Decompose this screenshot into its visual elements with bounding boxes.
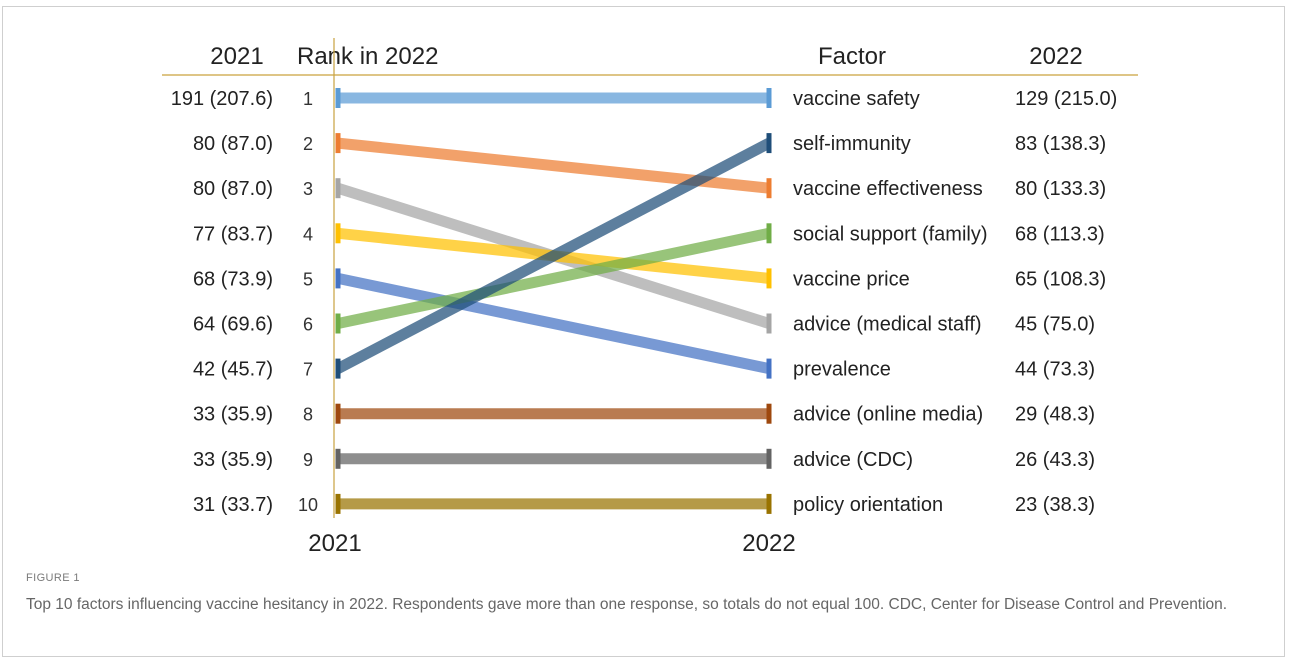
marker-2022-prevalence	[766, 358, 772, 379]
marker-2022-vaccine-safety	[766, 88, 772, 108]
marker-2022-policy-orientation	[766, 493, 772, 514]
value-2021-label: 77 (83.7)	[193, 223, 273, 245]
figure-label: FIGURE 1	[26, 572, 80, 584]
marker-2021-vaccine-effectiveness	[335, 133, 341, 154]
value-2022-label: 80 (133.3)	[1015, 178, 1106, 200]
value-2021-label: 33 (35.9)	[193, 449, 273, 471]
value-2021-label: 191 (207.6)	[171, 88, 273, 110]
marker-2022-vaccine-price	[766, 268, 772, 289]
factor-label: vaccine price	[793, 268, 910, 290]
marker-2022-vaccine-effectiveness	[766, 178, 772, 199]
marker-2022-advice-medical-staff	[766, 313, 772, 334]
rank-label: 2	[303, 134, 313, 154]
value-2021-label: 64 (69.6)	[193, 314, 273, 336]
series-line-prevalence	[336, 273, 771, 374]
factor-labels: vaccine safety self-immunity vaccine effec…	[793, 88, 988, 516]
series-line-social-support-family	[336, 227, 771, 329]
slope-chart: 2021 Rank in 2022 Factor 2022 191 (207.6…	[162, 38, 1138, 557]
series-line-self-immunity	[335, 138, 772, 374]
rank-label: 7	[303, 360, 313, 380]
value-2021-label: 31 (33.7)	[193, 494, 273, 516]
value-2022-label: 23 (38.3)	[1015, 494, 1095, 516]
axis-label-2022: 2022	[742, 530, 795, 557]
chart-headers: 2021 Rank in 2022 Factor 2022	[210, 43, 1082, 70]
rank-label: 1	[303, 89, 313, 109]
rank-label: 5	[303, 269, 313, 289]
series-markers	[335, 88, 772, 514]
header-2022: 2022	[1029, 43, 1082, 70]
value-2022-label: 129 (215.0)	[1015, 88, 1117, 110]
marker-2022-advice-cdc	[766, 448, 772, 469]
value-2021-label: 80 (87.0)	[193, 178, 273, 200]
value-2022-label: 68 (113.3)	[1015, 223, 1105, 245]
marker-2022-advice-online-media	[766, 403, 772, 424]
marker-2021-advice-cdc	[335, 448, 341, 469]
figure-caption: Top 10 factors influencing vaccine hesit…	[26, 596, 1228, 613]
rank-label: 10	[298, 495, 318, 515]
value-2022-label: 65 (108.3)	[1015, 268, 1106, 290]
value-2022-label: 26 (43.3)	[1015, 449, 1095, 471]
marker-2022-social-support-family	[766, 223, 772, 244]
header-factor: Factor	[818, 43, 886, 70]
value-2022-label: 45 (75.0)	[1015, 314, 1095, 336]
values-2022: 129 (215.0) 83 (138.3) 80 (133.3) 68 (113.3…	[1015, 88, 1117, 516]
rank-label: 9	[303, 450, 313, 470]
rank-label: 4	[303, 224, 313, 244]
header-rank: Rank in 2022	[297, 43, 438, 70]
rank-label: 6	[303, 315, 313, 335]
values-2021: 191 (207.6) 80 (87.0) 80 (87.0) 77 (83.7) 68…	[171, 88, 273, 516]
value-2021-label: 33 (35.9)	[193, 404, 273, 426]
factor-label: advice (CDC)	[793, 449, 913, 471]
factor-label: vaccine effectiveness	[793, 178, 983, 200]
value-2021-label: 42 (45.7)	[193, 359, 273, 381]
figure-frame	[2, 6, 1285, 657]
rank-labels: 1 2 3 4 5 6 7 8 9 10	[298, 89, 318, 515]
marker-2021-self-immunity	[335, 358, 341, 379]
factor-label: advice (online media)	[793, 404, 983, 426]
marker-2021-vaccine-price	[335, 223, 341, 244]
marker-2021-social-support-family	[335, 313, 341, 334]
marker-2021-vaccine-safety	[335, 88, 341, 108]
marker-2021-advice-online-media	[335, 403, 341, 424]
header-2021: 2021	[210, 43, 263, 70]
factor-label: policy orientation	[793, 494, 943, 516]
value-2022-label: 44 (73.3)	[1015, 359, 1095, 381]
rank-label: 3	[303, 179, 313, 199]
factor-label: prevalence	[793, 359, 891, 381]
value-2021-label: 80 (87.0)	[193, 133, 273, 155]
value-2022-label: 83 (138.3)	[1015, 133, 1106, 155]
series-lines	[335, 92, 772, 510]
factor-label: advice (medical staff)	[793, 314, 982, 336]
factor-label: social support (family)	[793, 223, 988, 245]
axis-label-2021: 2021	[308, 530, 361, 557]
rank-label: 8	[303, 405, 313, 425]
factor-label: vaccine safety	[793, 88, 920, 110]
marker-2021-policy-orientation	[335, 493, 341, 514]
marker-2021-prevalence	[335, 268, 341, 289]
value-2022-label: 29 (48.3)	[1015, 404, 1095, 426]
marker-2022-self-immunity	[766, 133, 772, 154]
factor-label: self-immunity	[793, 133, 911, 155]
value-2021-label: 68 (73.9)	[193, 268, 273, 290]
marker-2021-advice-medical-staff	[335, 178, 341, 199]
